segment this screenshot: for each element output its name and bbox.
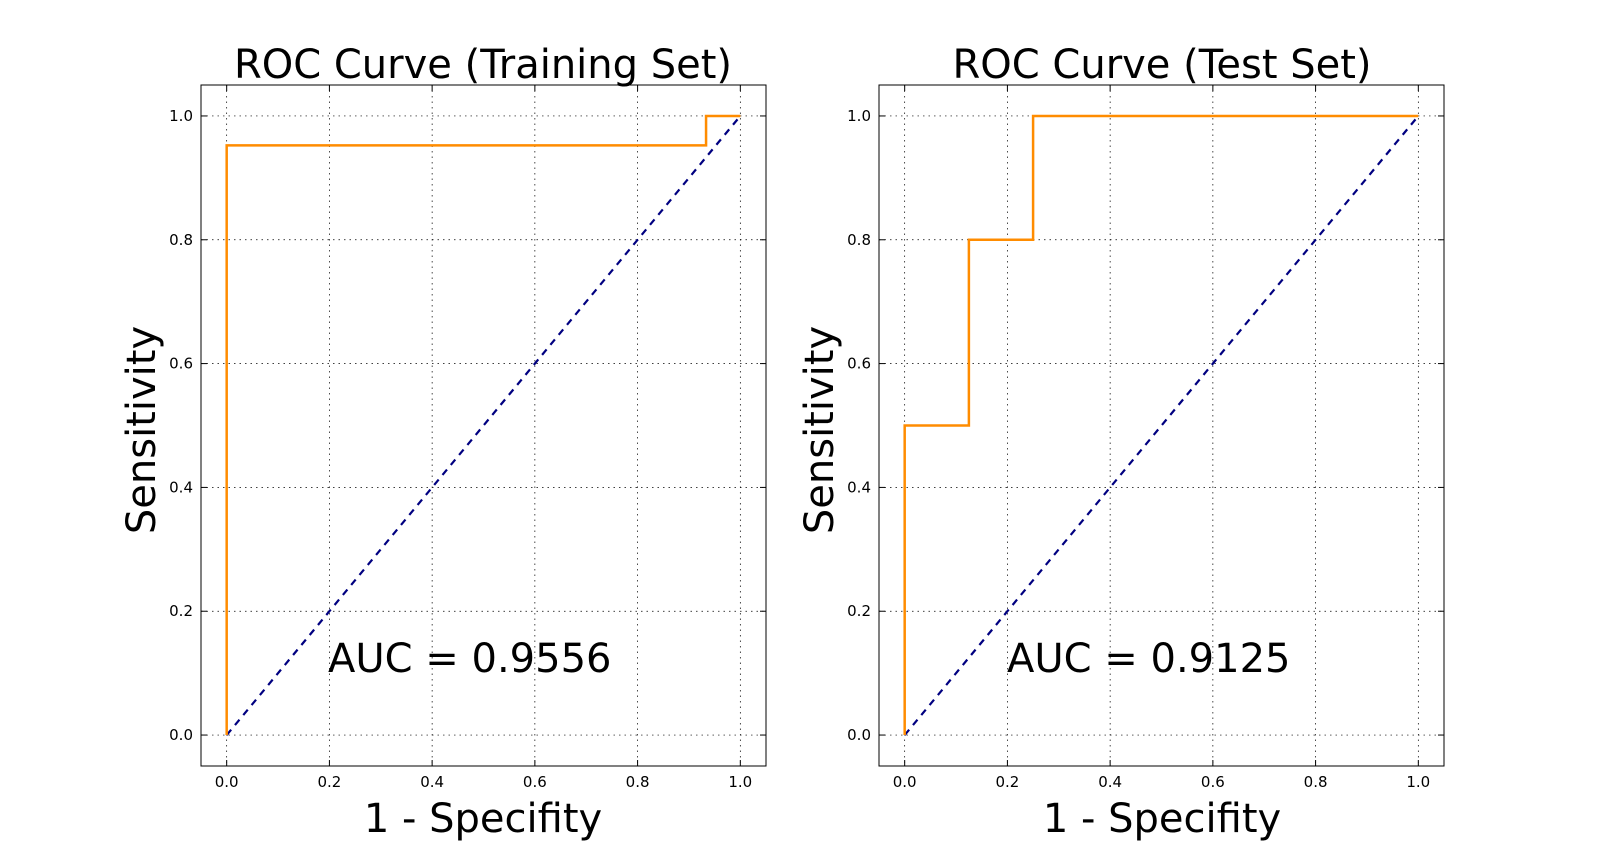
plot-frame bbox=[200, 84, 767, 767]
roc-curve bbox=[903, 114, 1419, 736]
y-tick-label: 0.6 bbox=[847, 355, 871, 373]
chart-title: ROC Curve (Test Set) bbox=[952, 42, 1371, 88]
x-tick-label: 0.8 bbox=[1304, 773, 1328, 791]
x-tick-label: 0.0 bbox=[893, 773, 917, 791]
auc-annotation: AUC = 0.9125 bbox=[1007, 636, 1290, 682]
y-tick-label: 1.0 bbox=[169, 107, 193, 125]
x-axis-label: 1 - Specifity bbox=[1043, 796, 1281, 842]
roc-curve bbox=[225, 114, 741, 736]
chance-line bbox=[225, 115, 742, 736]
y-tick-label: 0.8 bbox=[847, 231, 871, 249]
series-group bbox=[225, 114, 742, 736]
x-tick-label: 0.2 bbox=[317, 773, 341, 791]
roc-chart-test: ROC Curve (Test Set) 1 - Specifity Sensi… bbox=[797, 42, 1445, 842]
ticks: 0.0 0.2 0.4 0.6 0.8 1.0 0.0 0.2 0.4 0.6 0.8 1.0 bbox=[847, 85, 1444, 791]
y-tick-label: 0.2 bbox=[169, 602, 193, 620]
x-tick-label: 0.4 bbox=[1098, 773, 1122, 791]
y-tick-label: 0.4 bbox=[169, 478, 193, 496]
ticks: 0.0 0.2 0.4 0.6 0.8 1.0 0.0 0.2 0.4 0.6 0.8 1.0 bbox=[169, 85, 766, 791]
y-tick-label: 0.0 bbox=[169, 726, 193, 744]
y-axis-label: Sensitivity bbox=[119, 326, 165, 534]
y-tick-label: 0.4 bbox=[847, 478, 871, 496]
y-tick-label: 0.8 bbox=[169, 231, 193, 249]
y-tick-label: 0.6 bbox=[169, 355, 193, 373]
plot-frame bbox=[878, 84, 1445, 767]
x-tick-label: 1.0 bbox=[1406, 773, 1430, 791]
x-tick-label: 1.0 bbox=[728, 773, 752, 791]
chart-title: ROC Curve (Training Set) bbox=[234, 42, 732, 88]
y-tick-label: 1.0 bbox=[847, 107, 871, 125]
y-tick-label: 0.2 bbox=[847, 602, 871, 620]
y-axis-label: Sensitivity bbox=[797, 326, 843, 534]
roc-chart-training: ROC Curve (Training Set) 1 - Specifity S… bbox=[119, 42, 767, 842]
y-tick-label: 0.0 bbox=[847, 726, 871, 744]
chance-line bbox=[903, 115, 1420, 736]
x-axis-label: 1 - Specifity bbox=[364, 796, 602, 842]
x-tick-label: 0.6 bbox=[523, 773, 547, 791]
x-tick-label: 0.6 bbox=[1201, 773, 1225, 791]
series-group bbox=[903, 114, 1420, 736]
auc-annotation: AUC = 0.9556 bbox=[328, 636, 611, 682]
x-tick-label: 0.0 bbox=[215, 773, 239, 791]
x-tick-label: 0.4 bbox=[420, 773, 444, 791]
x-tick-label: 0.2 bbox=[995, 773, 1019, 791]
x-tick-label: 0.8 bbox=[626, 773, 650, 791]
